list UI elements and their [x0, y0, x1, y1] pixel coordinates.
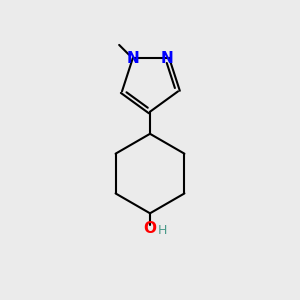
Text: N: N — [161, 51, 174, 66]
Text: O: O — [143, 221, 157, 236]
Text: N: N — [126, 51, 139, 66]
Text: H: H — [158, 224, 167, 237]
